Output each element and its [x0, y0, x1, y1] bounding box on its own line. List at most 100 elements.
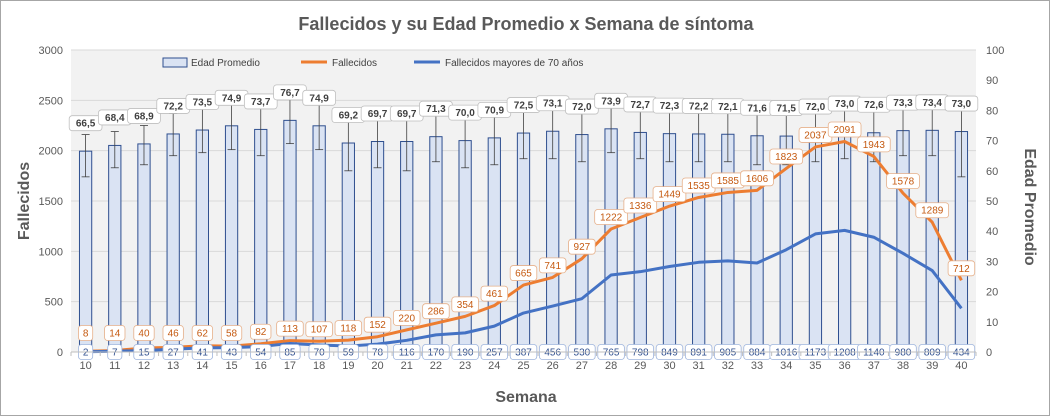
data-label-mayores-70: 884	[749, 348, 766, 359]
legend-label: Fallecidos	[332, 58, 377, 69]
data-label-fallecidos-box	[480, 285, 509, 302]
data-label-fallecidos-group: 741	[538, 257, 567, 274]
data-label-edad-group: 74,9	[214, 89, 249, 106]
data-label-mayores-70: 2	[83, 348, 89, 359]
data-label-fallecidos-box	[451, 296, 479, 313]
data-label-fallecidos: 286	[428, 307, 445, 318]
data-label-fallecidos-box	[623, 197, 658, 214]
data-label-edad-box	[944, 95, 979, 112]
data-label-edad-group: 73,1	[535, 95, 570, 112]
data-label-fallecidos-box	[78, 325, 94, 341]
data-label-fallecidos-box	[594, 209, 628, 225]
data-label-mayores-70: 70	[314, 348, 326, 359]
bar-edad-promedio	[867, 132, 881, 353]
data-label-edad: 72,3	[660, 101, 680, 112]
x-tick-label: 17	[284, 360, 296, 372]
axes: 0 500 1000 1500 2000 2500 3000 0 10 20 30 40 50 60 70 8…	[39, 45, 1005, 372]
data-label-edad-group: 72,5	[506, 97, 541, 113]
data-label-fallecidos-group: 665	[509, 265, 538, 281]
data-label-mayores-70: 257	[486, 348, 503, 359]
data-label-fallecidos-group: 1578	[886, 173, 920, 190]
legend-label: Fallecidos mayores de 70 años	[445, 58, 583, 69]
y-tick-label: 2000	[39, 146, 63, 158]
data-label-fallecidos: 152	[369, 320, 386, 331]
data-label-fallecidos: 2091	[834, 125, 857, 136]
data-label-edad: 73,0	[952, 99, 972, 110]
data-label-edad: 74,9	[309, 93, 329, 104]
data-label-edad-group: 69,7	[360, 105, 395, 122]
bar-edad-promedio	[166, 133, 180, 353]
data-label-edad: 73,0	[835, 99, 855, 110]
data-label-mayores-70: 190	[457, 348, 474, 359]
data-label-fallecidos-group: 62	[191, 325, 213, 341]
data-label-edad-group: 71,6	[740, 99, 774, 116]
legend: Edad Promedio Fallecidos Fallecidos mayore…	[162, 57, 583, 69]
data-label-fallecidos-group: 220	[393, 309, 421, 326]
x-tick-label: 29	[634, 360, 646, 372]
y-axis-title: Fallecidos	[16, 162, 33, 240]
data-label-edad-group: 70,0	[448, 104, 482, 121]
data-label-edad: 72,6	[864, 100, 884, 111]
data-label-fallecidos: 82	[255, 327, 267, 338]
data-label-edad: 66,5	[76, 119, 96, 130]
x-tick-label: 40	[955, 360, 967, 372]
data-label-fallecidos-box	[740, 170, 774, 187]
data-label-fallecidos: 113	[282, 324, 298, 335]
data-label-fallecidos: 1222	[600, 212, 623, 223]
data-label-fallecidos-box	[250, 323, 272, 340]
x-tick-label: 26	[547, 360, 559, 372]
x-tick-label: 34	[780, 360, 792, 372]
data-label-fallecidos: 2037	[804, 130, 827, 141]
x-tick-label: 22	[430, 360, 442, 372]
data-label-fallecidos-box	[827, 121, 862, 138]
data-label-edad-group: 73,9	[594, 92, 628, 109]
data-label-fallecidos-box	[162, 325, 184, 341]
data-label-edad-group: 72,0	[798, 98, 833, 115]
data-label-fallecidos-group: 1535	[681, 177, 716, 194]
data-label-mayores-70: 456	[544, 348, 561, 359]
data-label-mayores-70: 116	[399, 348, 415, 359]
data-label-fallecidos: 220	[398, 313, 415, 324]
data-label-edad: 73,3	[893, 98, 913, 109]
data-label-fallecidos: 118	[340, 324, 356, 335]
x-tick-label: 13	[167, 360, 179, 372]
data-label-fallecidos: 1823	[775, 152, 798, 163]
data-label-fallecidos-box	[220, 325, 243, 341]
data-label-mayores-70: 1208	[834, 348, 857, 359]
data-label-fallecidos: 354	[457, 300, 474, 311]
data-label-fallecidos: 46	[168, 329, 180, 340]
data-label-fallecidos: 665	[515, 269, 532, 280]
data-label-fallecidos-group: 8	[78, 325, 94, 341]
y-tick-label: 1500	[39, 196, 63, 208]
data-label-edad: 70,0	[455, 108, 475, 119]
data-label-fallecidos-group: 286	[422, 303, 450, 320]
bar-edad-promedio	[837, 131, 852, 353]
data-label-edad: 73,9	[601, 96, 621, 107]
data-label-fallecidos-group: 1943	[857, 136, 891, 153]
data-label-edad: 73,5	[193, 98, 213, 109]
data-label-fallecidos-box	[769, 148, 804, 165]
data-label-mayores-70: 530	[574, 348, 591, 359]
data-label-fallecidos-box	[568, 238, 596, 255]
data-label-fallecidos-group: 1336	[623, 197, 658, 214]
chart-title: Fallecidos y su Edad Promedio x Semana d…	[298, 14, 754, 34]
y2-tick-label: 70	[986, 136, 998, 148]
data-label-edad: 69,2	[339, 111, 359, 122]
data-label-edad-group: 69,7	[389, 105, 424, 122]
legend-item-fallecidos: Fallecidos	[301, 58, 377, 69]
data-label-fallecidos-box	[334, 320, 363, 337]
data-label-fallecidos: 712	[953, 264, 970, 275]
data-label-fallecidos: 1535	[688, 181, 711, 192]
data-label-edad-group: 72,7	[623, 96, 658, 113]
legend-item-edad-promedio: Edad Promedio	[162, 57, 260, 69]
bar-edad-promedio	[925, 129, 939, 353]
x-tick-label: 11	[109, 360, 120, 372]
data-label-mayores-70: 41	[197, 348, 209, 359]
data-label-fallecidos-group: 46	[162, 325, 184, 341]
data-label-edad-group: 72,2	[681, 98, 716, 114]
data-label-edad: 71,6	[747, 103, 767, 114]
data-label-edad-group: 72,2	[156, 98, 190, 114]
x-tick-label: 19	[342, 360, 354, 372]
data-label-fallecidos-box	[133, 325, 155, 341]
